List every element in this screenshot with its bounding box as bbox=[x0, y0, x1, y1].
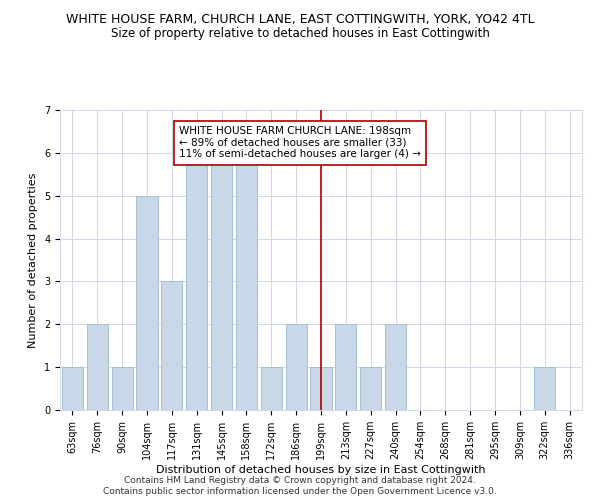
Bar bbox=[136, 196, 158, 410]
Bar bbox=[211, 153, 232, 410]
Bar bbox=[360, 367, 381, 410]
Bar bbox=[286, 324, 307, 410]
Bar bbox=[161, 282, 182, 410]
Text: WHITE HOUSE FARM, CHURCH LANE, EAST COTTINGWITH, YORK, YO42 4TL: WHITE HOUSE FARM, CHURCH LANE, EAST COTT… bbox=[65, 12, 535, 26]
Text: Size of property relative to detached houses in East Cottingwith: Size of property relative to detached ho… bbox=[110, 28, 490, 40]
Bar bbox=[534, 367, 555, 410]
Bar bbox=[112, 367, 133, 410]
Bar bbox=[236, 153, 257, 410]
X-axis label: Distribution of detached houses by size in East Cottingwith: Distribution of detached houses by size … bbox=[156, 465, 486, 475]
Bar bbox=[335, 324, 356, 410]
Bar bbox=[261, 367, 282, 410]
Bar bbox=[87, 324, 108, 410]
Bar bbox=[310, 367, 332, 410]
Y-axis label: Number of detached properties: Number of detached properties bbox=[28, 172, 38, 348]
Text: Contains public sector information licensed under the Open Government Licence v3: Contains public sector information licen… bbox=[103, 487, 497, 496]
Bar bbox=[385, 324, 406, 410]
Bar bbox=[186, 153, 207, 410]
Bar bbox=[62, 367, 83, 410]
Text: Contains HM Land Registry data © Crown copyright and database right 2024.: Contains HM Land Registry data © Crown c… bbox=[124, 476, 476, 485]
Text: WHITE HOUSE FARM CHURCH LANE: 198sqm
← 89% of detached houses are smaller (33)
1: WHITE HOUSE FARM CHURCH LANE: 198sqm ← 8… bbox=[179, 126, 421, 160]
